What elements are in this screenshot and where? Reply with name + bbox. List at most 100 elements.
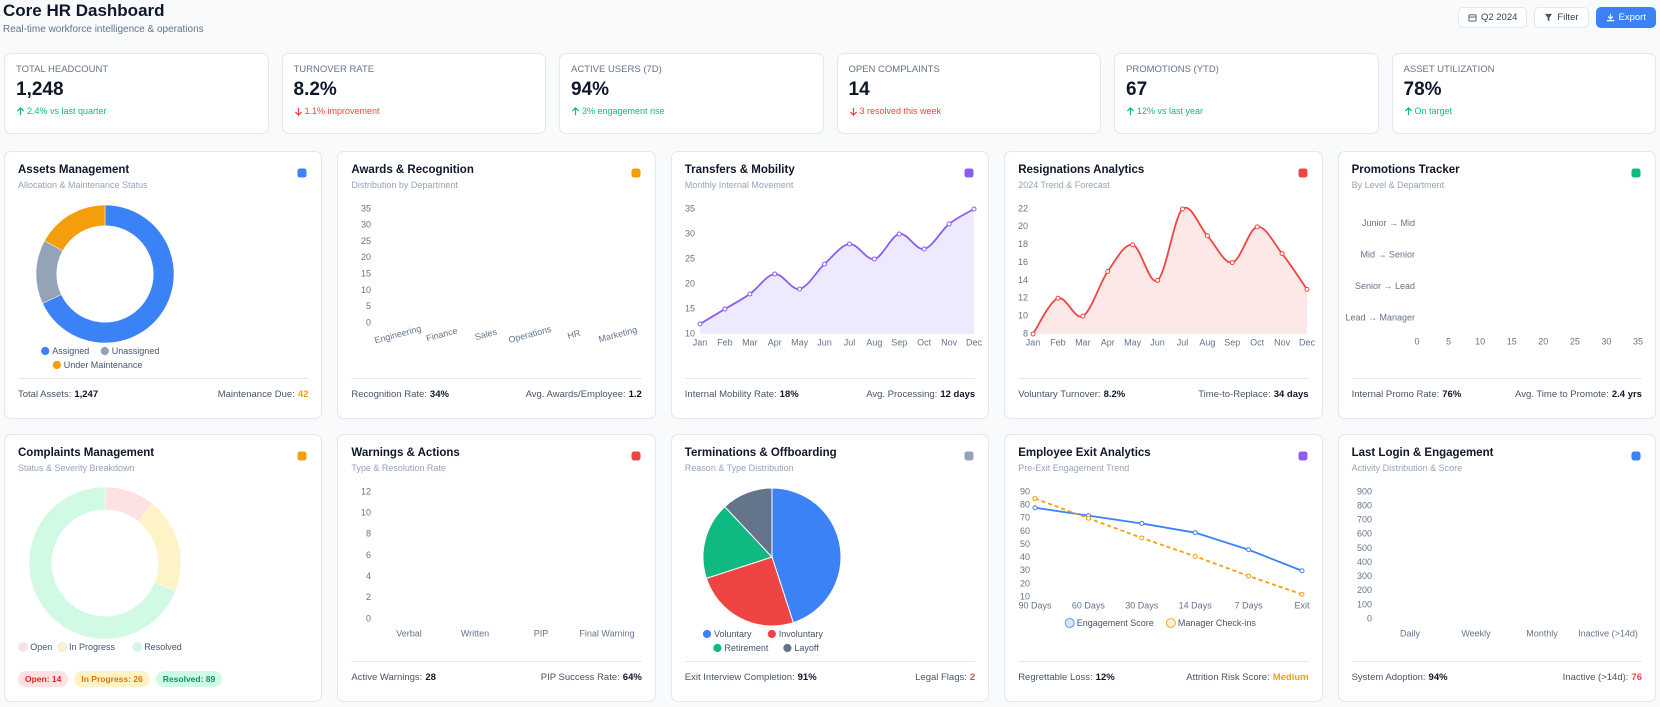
point <box>1192 530 1198 536</box>
x-tick-label: Nov <box>941 337 958 347</box>
x-tick-label: 30 <box>1601 336 1611 346</box>
toolbar: Q2 2024 Filter Export <box>1457 7 1656 28</box>
x-tick-label: 14 Days <box>1179 600 1213 610</box>
kpi-label: TOTAL HEADCOUNT <box>16 64 109 75</box>
x-tick-label: Jan <box>693 337 708 347</box>
y-tick-label: Senior → Lead <box>1355 281 1415 291</box>
kpi-label: TURNOVER RATE <box>293 64 375 75</box>
y-tick-label: 50 <box>1020 539 1030 549</box>
panel-footer: Internal Promo Rate: 76% Avg. Time to Prom… <box>1351 378 1642 400</box>
stat-value: 8.2% <box>1103 389 1126 400</box>
panel-title: Promotions Tracker <box>1351 164 1460 176</box>
x-tick-label: Monthly <box>1526 628 1558 638</box>
x-tick-label: Engineering <box>374 323 423 345</box>
kpi-label: PROMOTIONS (YTD) <box>1126 64 1219 75</box>
point <box>896 231 902 237</box>
legend-label: Engagement Score <box>1077 618 1154 628</box>
stat-label: Active Warnings: <box>351 672 423 683</box>
button-label: Q2 2024 <box>1480 12 1518 23</box>
arrow-glyph <box>1126 106 1135 115</box>
stat-label: Avg. Time to Promote: <box>1515 389 1609 400</box>
filter-button[interactable]: Filter <box>1534 7 1589 28</box>
stat-label: Legal Flags: <box>915 672 967 683</box>
footer-stat: Avg. Processing: 12 days <box>866 389 975 400</box>
point <box>971 206 977 212</box>
kpi-value: 67 <box>1126 79 1148 100</box>
chart: 10 20 30 40 50 60 70 80 90 90 Days 60 Days 30 Days 1… <box>1019 486 1310 628</box>
stat-value: 18% <box>779 389 799 400</box>
period-button[interactable]: Q2 2024 <box>1457 7 1528 28</box>
panel-icon <box>964 168 974 178</box>
point <box>772 271 778 277</box>
panel-subtitle: Distribution by Department <box>351 180 458 190</box>
footer-stat: Exit Interview Completion: 91% <box>685 672 817 683</box>
x-tick-label: Inactive (>14d) <box>1578 628 1638 638</box>
panel-footer: Exit Interview Completion: 91% Legal Flags… <box>684 661 976 683</box>
trend-arrow <box>849 107 857 116</box>
legend-label: Resolved <box>144 642 182 652</box>
calendar-icon <box>1468 14 1477 22</box>
x-tick-label: PIP <box>534 628 549 638</box>
y-tick-label: 40 <box>1020 552 1030 562</box>
kpi-row: TOTAL HEADCOUNT 1,248 2.4% vs last quarter… <box>4 53 1656 134</box>
stat-value: 76% <box>1442 389 1462 400</box>
legend-label: Involuntary <box>779 629 824 639</box>
panel: Promotions Tracker By Level & Department J… <box>1337 151 1656 419</box>
trend-arrow <box>571 106 580 115</box>
point <box>722 306 728 312</box>
arrow-glyph <box>294 107 302 116</box>
point <box>1030 331 1036 337</box>
panel: Transfers & Mobility Monthly Internal Mov… <box>670 151 990 419</box>
stat-value: 76 <box>1631 672 1642 683</box>
y-tick-label: 8 <box>1023 328 1028 338</box>
x-tick-label: 5 <box>1446 336 1451 346</box>
status-badge: In Progress: 26 <box>74 671 150 687</box>
stat-label: Exit Interview Completion: <box>684 672 795 683</box>
y-tick-label: 20 <box>685 278 695 288</box>
x-tick-label: Feb <box>1050 337 1066 347</box>
y-tick-label: 10 <box>1020 591 1030 601</box>
panel: Warnings & Actions Type & Resolution Rate… <box>337 434 656 702</box>
panel-footer: Open: 14 In Progress: 26 Resolved: 89 <box>18 661 308 687</box>
y-tick-label: 400 <box>1357 557 1372 567</box>
panel: Last Login & Engagement Activity Distribu… <box>1337 434 1656 702</box>
area <box>699 209 974 334</box>
kpi-change: 3% engagement rise <box>571 106 665 116</box>
footer-stat: System Adoption: 94% <box>1352 672 1448 683</box>
point <box>1279 251 1285 257</box>
y-tick-label: 18 <box>1018 239 1028 249</box>
y-tick-label: 900 <box>1357 486 1372 496</box>
panel-title: Awards & Recognition <box>351 164 474 176</box>
x-tick-label: May <box>791 337 809 347</box>
x-tick-label: Oct <box>1250 337 1265 347</box>
point <box>747 291 753 297</box>
stat-value: 1,247 <box>74 389 99 400</box>
panel-footer: Recognition Rate: 34% Avg. Awards/Employee… <box>351 378 642 400</box>
x-tick-label: 30 Days <box>1125 600 1159 610</box>
panel-title: Last Login & Engagement <box>1351 447 1494 459</box>
x-tick-label: 10 <box>1475 336 1485 346</box>
x-tick-label: Sep <box>891 337 907 347</box>
x-tick-label: HR <box>567 328 583 341</box>
footer-stat: Legal Flags: 2 <box>915 672 975 683</box>
panel-title: Warnings & Actions <box>351 447 460 459</box>
slice <box>771 487 842 624</box>
chart: Open In Progress Resolved <box>18 486 182 652</box>
footer-stat: Attrition Risk Score: Medium <box>1186 672 1308 683</box>
y-tick-label: 25 <box>361 236 371 246</box>
panel-subtitle: 2024 Trend & Forecast <box>1018 180 1110 190</box>
x-tick-label: Sales <box>474 327 499 343</box>
stat-value: 42 <box>297 389 309 400</box>
export-button[interactable]: Export <box>1595 7 1656 28</box>
x-tick-label: Aug <box>1200 337 1216 347</box>
stat-label: PIP Success Rate: <box>540 672 620 683</box>
x-tick-label: Dec <box>966 337 983 347</box>
chart: 0 5 10 15 20 25 30 35 Engineering Finance Sales Ope… <box>361 203 638 345</box>
y-tick-label: 25 <box>685 253 695 263</box>
y-tick-label: 70 <box>1020 513 1030 523</box>
footer-stat: Inactive (>14d): 76 <box>1563 672 1642 683</box>
icon-glyph <box>964 168 974 178</box>
stat-value: 1.2 <box>628 389 642 400</box>
legend-label: Open <box>30 642 52 652</box>
x-tick-label: 7 Days <box>1235 600 1264 610</box>
